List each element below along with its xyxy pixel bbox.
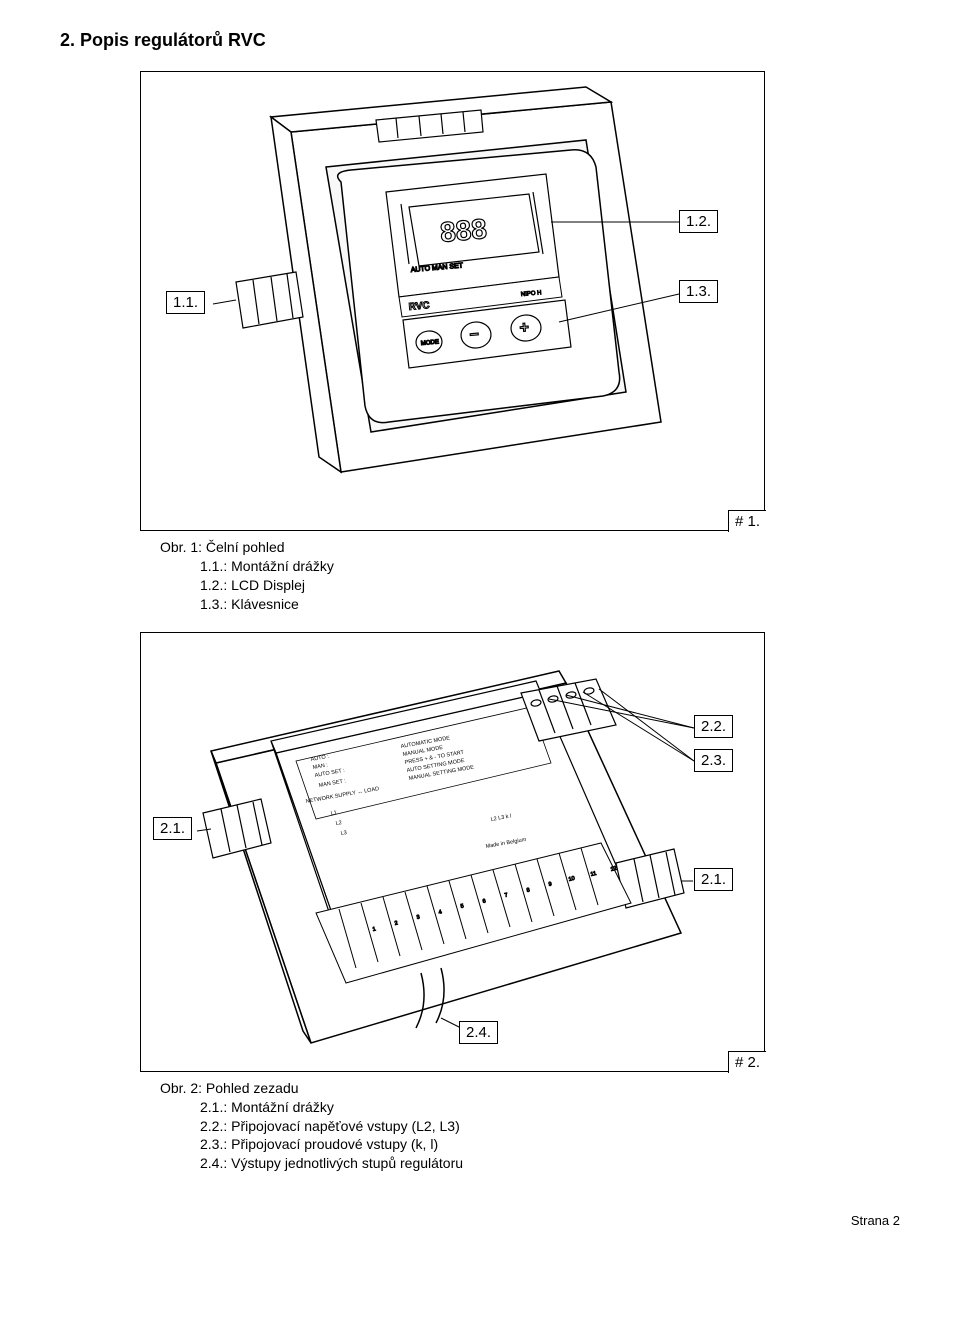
callout-2-1b: 2.1.	[694, 868, 733, 891]
svg-text:RVC: RVC	[408, 300, 430, 313]
callout-1-2: 1.2.	[679, 210, 718, 233]
callout-2-3: 2.3.	[694, 749, 733, 772]
figure-1: 888 AUTO MAN SET RVC NIPO H MODE − +	[140, 71, 765, 531]
page-footer: Strana 2	[60, 1213, 900, 1228]
callout-1-3: 1.3.	[679, 280, 718, 303]
svg-text:−: −	[469, 326, 480, 344]
figure-2-caption: Obr. 2: Pohled zezadu	[160, 1080, 900, 1096]
figure-1-diagram: 888 AUTO MAN SET RVC NIPO H MODE − +	[141, 72, 766, 532]
callout-2-2: 2.2.	[694, 715, 733, 738]
callout-1-1: 1.1.	[166, 291, 205, 314]
figure-1-caption: Obr. 1: Čelní pohled	[160, 539, 900, 555]
callout-hash-2: # 2.	[728, 1051, 766, 1073]
figure-2-legend: 2.1.: Montážní drážky 2.2.: Připojovací …	[200, 1098, 900, 1174]
figure-1-legend: 1.1.: Montážní drážky 1.2.: LCD Displej …	[200, 557, 900, 614]
legend-item: 1.1.: Montážní drážky	[200, 557, 900, 576]
svg-text:888: 888	[439, 213, 488, 248]
figure-2-diagram: AUTO : MAN : AUTO SET : MAN SET : AUTOMA…	[141, 633, 766, 1073]
callout-2-1a: 2.1.	[153, 817, 192, 840]
callout-hash-1: # 1.	[728, 510, 766, 532]
section-title: 2. Popis regulátorů RVC	[60, 30, 900, 51]
callout-2-4: 2.4.	[459, 1021, 498, 1044]
svg-text:L2: L2	[335, 820, 342, 827]
legend-item: 2.3.: Připojovací proudové vstupy (k, l)	[200, 1135, 900, 1154]
svg-text:+: +	[519, 319, 530, 337]
svg-text:L3: L3	[340, 830, 347, 837]
legend-item: 1.2.: LCD Displej	[200, 576, 900, 595]
legend-item: 2.4.: Výstupy jednotlivých stupů regulát…	[200, 1154, 900, 1173]
legend-item: 1.3.: Klávesnice	[200, 595, 900, 614]
legend-item: 2.2.: Připojovací napěťové vstupy (L2, L…	[200, 1117, 900, 1136]
legend-item: 2.1.: Montážní drážky	[200, 1098, 900, 1117]
figure-2: AUTO : MAN : AUTO SET : MAN SET : AUTOMA…	[140, 632, 765, 1072]
svg-text:L1: L1	[330, 810, 337, 817]
